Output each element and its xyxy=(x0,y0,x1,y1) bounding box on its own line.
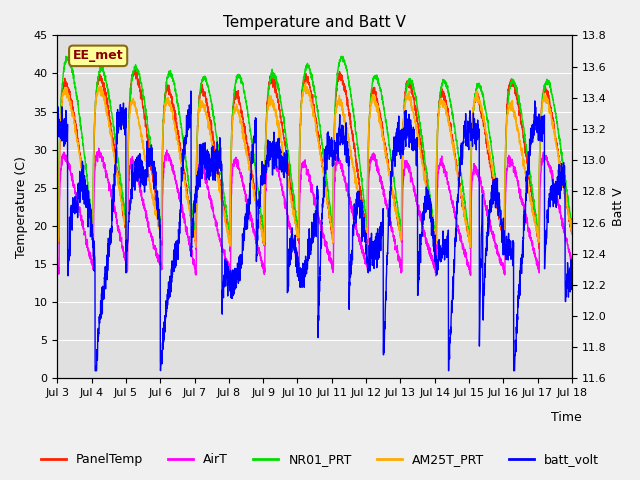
AirT xyxy=(112,215,120,220)
batt_volt xyxy=(113,160,120,166)
NR01_PRT xyxy=(503,120,511,125)
AirT xyxy=(558,218,566,224)
NR01_PRT xyxy=(62,53,70,59)
PanelTemp xyxy=(558,171,566,177)
NR01_PRT xyxy=(113,144,120,150)
Y-axis label: Batt V: Batt V xyxy=(612,188,625,226)
AM25T_PRT xyxy=(273,122,281,128)
AM25T_PRT xyxy=(466,245,474,251)
AirT xyxy=(568,263,576,268)
AM25T_PRT xyxy=(251,197,259,203)
NR01_PRT xyxy=(500,238,508,244)
AM25T_PRT xyxy=(112,167,120,173)
NR01_PRT xyxy=(143,113,150,119)
PanelTemp xyxy=(503,112,511,118)
AirT xyxy=(503,170,511,176)
PanelTemp xyxy=(251,190,259,195)
PanelTemp xyxy=(143,131,150,136)
batt_volt xyxy=(92,368,99,373)
batt_volt xyxy=(568,281,576,287)
Line: AM25T_PRT: AM25T_PRT xyxy=(58,83,572,248)
AM25T_PRT xyxy=(503,122,511,128)
AM25T_PRT xyxy=(301,80,309,85)
Text: EE_met: EE_met xyxy=(73,49,124,62)
batt_volt xyxy=(251,140,259,145)
NR01_PRT xyxy=(558,155,566,160)
X-axis label: Time: Time xyxy=(552,411,582,424)
AirT xyxy=(251,228,259,234)
Line: NR01_PRT: NR01_PRT xyxy=(58,56,572,241)
AM25T_PRT xyxy=(143,161,150,167)
PanelTemp xyxy=(112,160,120,166)
AM25T_PRT xyxy=(54,230,61,236)
AirT xyxy=(432,273,440,279)
PanelTemp xyxy=(568,229,576,235)
Line: PanelTemp: PanelTemp xyxy=(58,69,572,252)
NR01_PRT xyxy=(568,220,576,226)
AirT xyxy=(266,144,274,150)
batt_volt xyxy=(143,167,150,173)
AM25T_PRT xyxy=(568,230,576,236)
Legend: PanelTemp, AirT, NR01_PRT, AM25T_PRT, batt_volt: PanelTemp, AirT, NR01_PRT, AM25T_PRT, ba… xyxy=(36,448,604,471)
NR01_PRT xyxy=(273,79,281,85)
Title: Temperature and Batt V: Temperature and Batt V xyxy=(223,15,406,30)
PanelTemp xyxy=(54,228,61,234)
AM25T_PRT xyxy=(558,172,566,178)
Line: batt_volt: batt_volt xyxy=(58,91,572,371)
batt_volt xyxy=(503,256,511,262)
AirT xyxy=(143,211,150,217)
PanelTemp xyxy=(227,249,234,254)
NR01_PRT xyxy=(54,223,61,228)
batt_volt xyxy=(558,182,566,188)
Y-axis label: Temperature (C): Temperature (C) xyxy=(15,156,28,258)
PanelTemp xyxy=(273,92,281,98)
PanelTemp xyxy=(132,66,140,72)
AirT xyxy=(273,168,281,174)
NR01_PRT xyxy=(251,160,259,166)
AirT xyxy=(54,254,61,260)
batt_volt xyxy=(187,88,195,94)
batt_volt xyxy=(273,149,281,155)
batt_volt xyxy=(54,118,61,124)
Line: AirT: AirT xyxy=(58,147,572,276)
